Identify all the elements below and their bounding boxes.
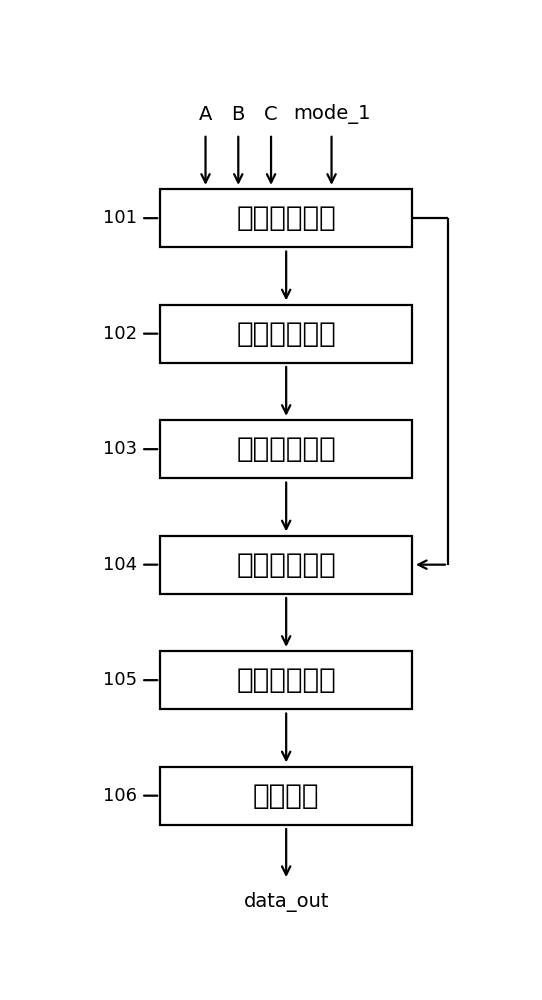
Text: 第二运算单元: 第二运算单元 [236,551,336,579]
Text: 103: 103 [103,440,137,458]
Text: 104: 104 [103,556,137,574]
Text: 数据提取单元: 数据提取单元 [236,204,336,232]
Text: B: B [231,105,245,124]
Text: 106: 106 [103,787,137,805]
Bar [160,420,412,478]
Bar [160,305,412,363]
Bar [160,536,412,594]
Text: A: A [199,105,212,124]
Text: mode_1: mode_1 [293,104,370,124]
Text: C: C [264,105,278,124]
Bar [160,651,412,709]
Text: data_out: data_out [243,892,329,912]
Text: 第一映射单元: 第一映射单元 [236,435,336,463]
Text: 105: 105 [103,671,137,689]
Bar [160,767,412,825]
Text: 第一运算单元: 第一运算单元 [236,320,336,348]
Text: 输出单元: 输出单元 [253,782,319,810]
Text: 102: 102 [103,325,137,343]
Bar [160,189,412,247]
Text: 第二映射单元: 第二映射单元 [236,666,336,694]
Text: 101: 101 [103,209,137,227]
